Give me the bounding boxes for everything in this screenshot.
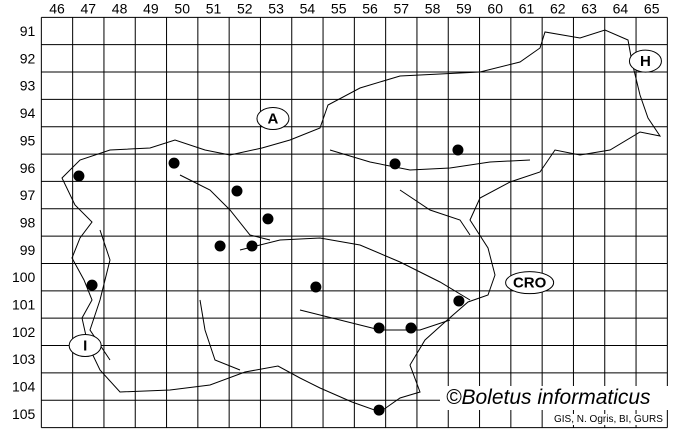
column-label: 52 xyxy=(237,0,253,16)
column-label: 62 xyxy=(550,0,566,16)
record-dot xyxy=(373,322,385,334)
river xyxy=(329,149,531,171)
column-label: 63 xyxy=(581,0,597,16)
country-labels: A H CRO I xyxy=(68,49,662,358)
row-label: 91 xyxy=(20,23,36,39)
record-dot xyxy=(168,157,180,169)
record-dot xyxy=(373,404,385,416)
record-dot xyxy=(73,170,85,182)
country-label-ellipse xyxy=(505,271,555,295)
country-label-ellipse xyxy=(628,49,662,73)
credit-text: GIS, N. Ogris, BI, GURS xyxy=(552,414,665,425)
country-label: I xyxy=(83,338,87,355)
grid-labels: 46 47 48 49 50 51 52 53 54 55 56 57 58 59 60 61 62 63 64 65… xyxy=(12,0,660,422)
column-label: 46 xyxy=(49,0,65,16)
country-label-ellipse xyxy=(256,107,290,131)
column-label: 64 xyxy=(613,0,629,16)
row-label: 97 xyxy=(20,187,36,203)
record-dot xyxy=(405,322,417,334)
column-label: 65 xyxy=(644,0,660,16)
country-label: CRO xyxy=(513,275,547,292)
record-dot xyxy=(310,281,322,293)
row-label: 94 xyxy=(20,105,36,121)
column-label: 49 xyxy=(143,0,159,16)
column-label: 57 xyxy=(394,0,410,16)
row-label: 102 xyxy=(12,324,36,340)
country-label-ellipse xyxy=(68,334,102,358)
record-dot xyxy=(214,240,226,252)
row-label: 93 xyxy=(20,78,36,94)
record-dot xyxy=(452,144,464,156)
column-label: 61 xyxy=(519,0,535,16)
row-label: 96 xyxy=(20,160,36,176)
column-label: 47 xyxy=(81,0,97,16)
country-label: H xyxy=(640,53,651,70)
column-label: 53 xyxy=(268,0,284,16)
column-label: 50 xyxy=(174,0,190,16)
border-line xyxy=(61,29,662,413)
row-label: 105 xyxy=(12,406,36,422)
column-label: 48 xyxy=(112,0,128,16)
record-dot xyxy=(86,279,98,291)
record-dot xyxy=(453,295,465,307)
row-label: 98 xyxy=(20,214,36,230)
column-label: 59 xyxy=(456,0,472,16)
river xyxy=(179,174,271,241)
row-label: 100 xyxy=(12,269,36,285)
river xyxy=(199,299,241,371)
copyright-text: ©Boletus informaticus xyxy=(440,386,678,410)
row-label: 103 xyxy=(12,351,36,367)
column-label: 54 xyxy=(300,0,316,16)
column-label: 60 xyxy=(487,0,503,16)
row-label: 95 xyxy=(20,132,36,148)
column-label: 55 xyxy=(331,0,347,16)
column-label: 56 xyxy=(362,0,378,16)
river xyxy=(239,237,471,301)
record-dot xyxy=(389,158,401,170)
country-label: A xyxy=(268,111,279,128)
record-dots xyxy=(73,144,465,416)
record-dot xyxy=(246,240,258,252)
row-label: 104 xyxy=(12,379,36,395)
row-label: 101 xyxy=(12,297,36,313)
column-label: 51 xyxy=(206,0,222,16)
record-dot xyxy=(262,213,274,225)
grid-lines xyxy=(40,16,668,429)
column-label: 58 xyxy=(425,0,441,16)
river xyxy=(399,189,471,236)
country-outline xyxy=(61,29,662,413)
row-label: 99 xyxy=(20,242,36,258)
record-dot xyxy=(231,185,243,197)
row-label: 92 xyxy=(20,50,36,66)
